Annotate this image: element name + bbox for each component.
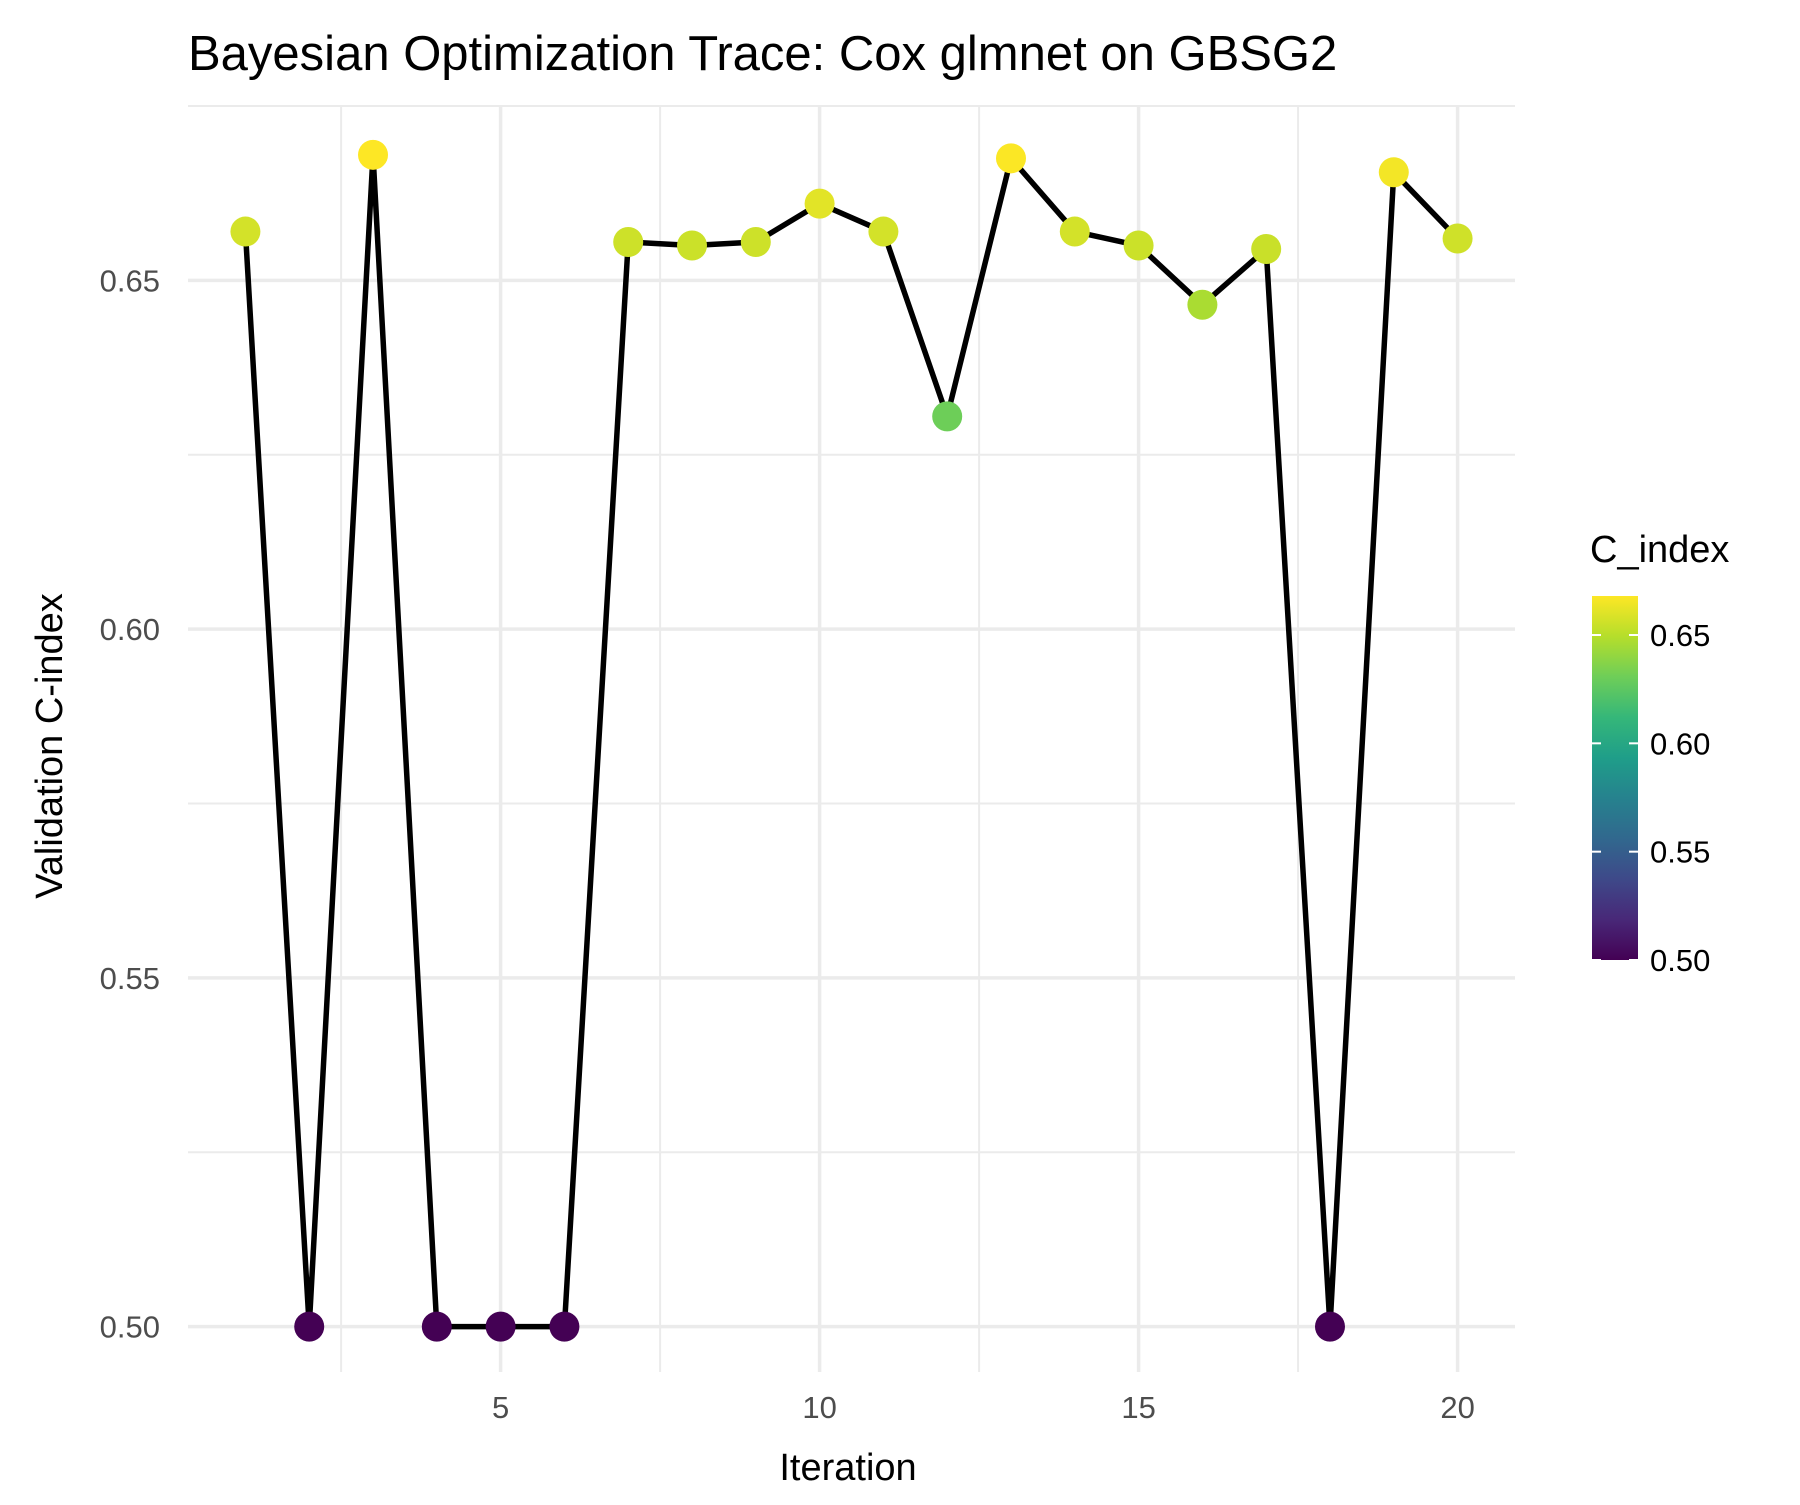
data-point — [613, 227, 644, 258]
data-point — [294, 1311, 325, 1342]
x-axis-title: Iteration — [779, 1447, 916, 1489]
data-point — [1187, 289, 1218, 320]
data-point — [1314, 1311, 1345, 1342]
data-point — [230, 216, 261, 247]
data-point — [421, 1311, 452, 1342]
data-point — [677, 230, 708, 261]
data-point — [549, 1311, 580, 1342]
x-tick-label: 5 — [492, 1390, 509, 1425]
x-tick-label: 20 — [1440, 1390, 1474, 1425]
x-axis-ticks: 5 10 15 20 — [492, 1390, 1475, 1425]
data-point — [1378, 157, 1409, 188]
y-axis-ticks: 0.50 0.55 0.60 0.65 — [100, 263, 160, 1344]
data-point — [740, 227, 771, 258]
colorbar-tick-label: 0.50 — [1650, 943, 1710, 978]
colorbar-ticks: 0.50 0.55 0.60 0.65 — [1592, 618, 1710, 978]
legend-colorbar: C_index 0.50 0.55 0.60 0.65 — [1590, 529, 1729, 978]
data-point — [804, 188, 835, 219]
colorbar-tick-label: 0.60 — [1650, 726, 1710, 761]
colorbar-tick-label: 0.65 — [1650, 618, 1710, 653]
data-point — [1442, 223, 1473, 254]
y-tick-label: 0.55 — [100, 961, 160, 996]
data-point — [485, 1311, 516, 1342]
y-axis-title: Validation C-index — [29, 593, 71, 899]
y-tick-label: 0.60 — [100, 612, 160, 647]
data-point — [1251, 233, 1282, 264]
data-point — [358, 139, 389, 170]
legend-title: C_index — [1590, 529, 1729, 571]
data-point — [1059, 216, 1090, 247]
data-point — [932, 401, 963, 432]
data-point — [995, 143, 1026, 174]
y-tick-label: 0.65 — [100, 263, 160, 298]
colorbar — [1592, 596, 1638, 960]
x-tick-label: 15 — [1121, 1390, 1155, 1425]
data-point — [868, 216, 899, 247]
y-tick-label: 0.50 — [100, 1310, 160, 1345]
grid-lines — [188, 105, 1515, 1372]
chart-title: Bayesian Optimization Trace: Cox glmnet … — [188, 27, 1337, 81]
series-layer — [230, 139, 1473, 1342]
x-tick-label: 10 — [802, 1390, 836, 1425]
colorbar-tick-label: 0.55 — [1650, 835, 1710, 870]
data-point — [1123, 230, 1154, 261]
